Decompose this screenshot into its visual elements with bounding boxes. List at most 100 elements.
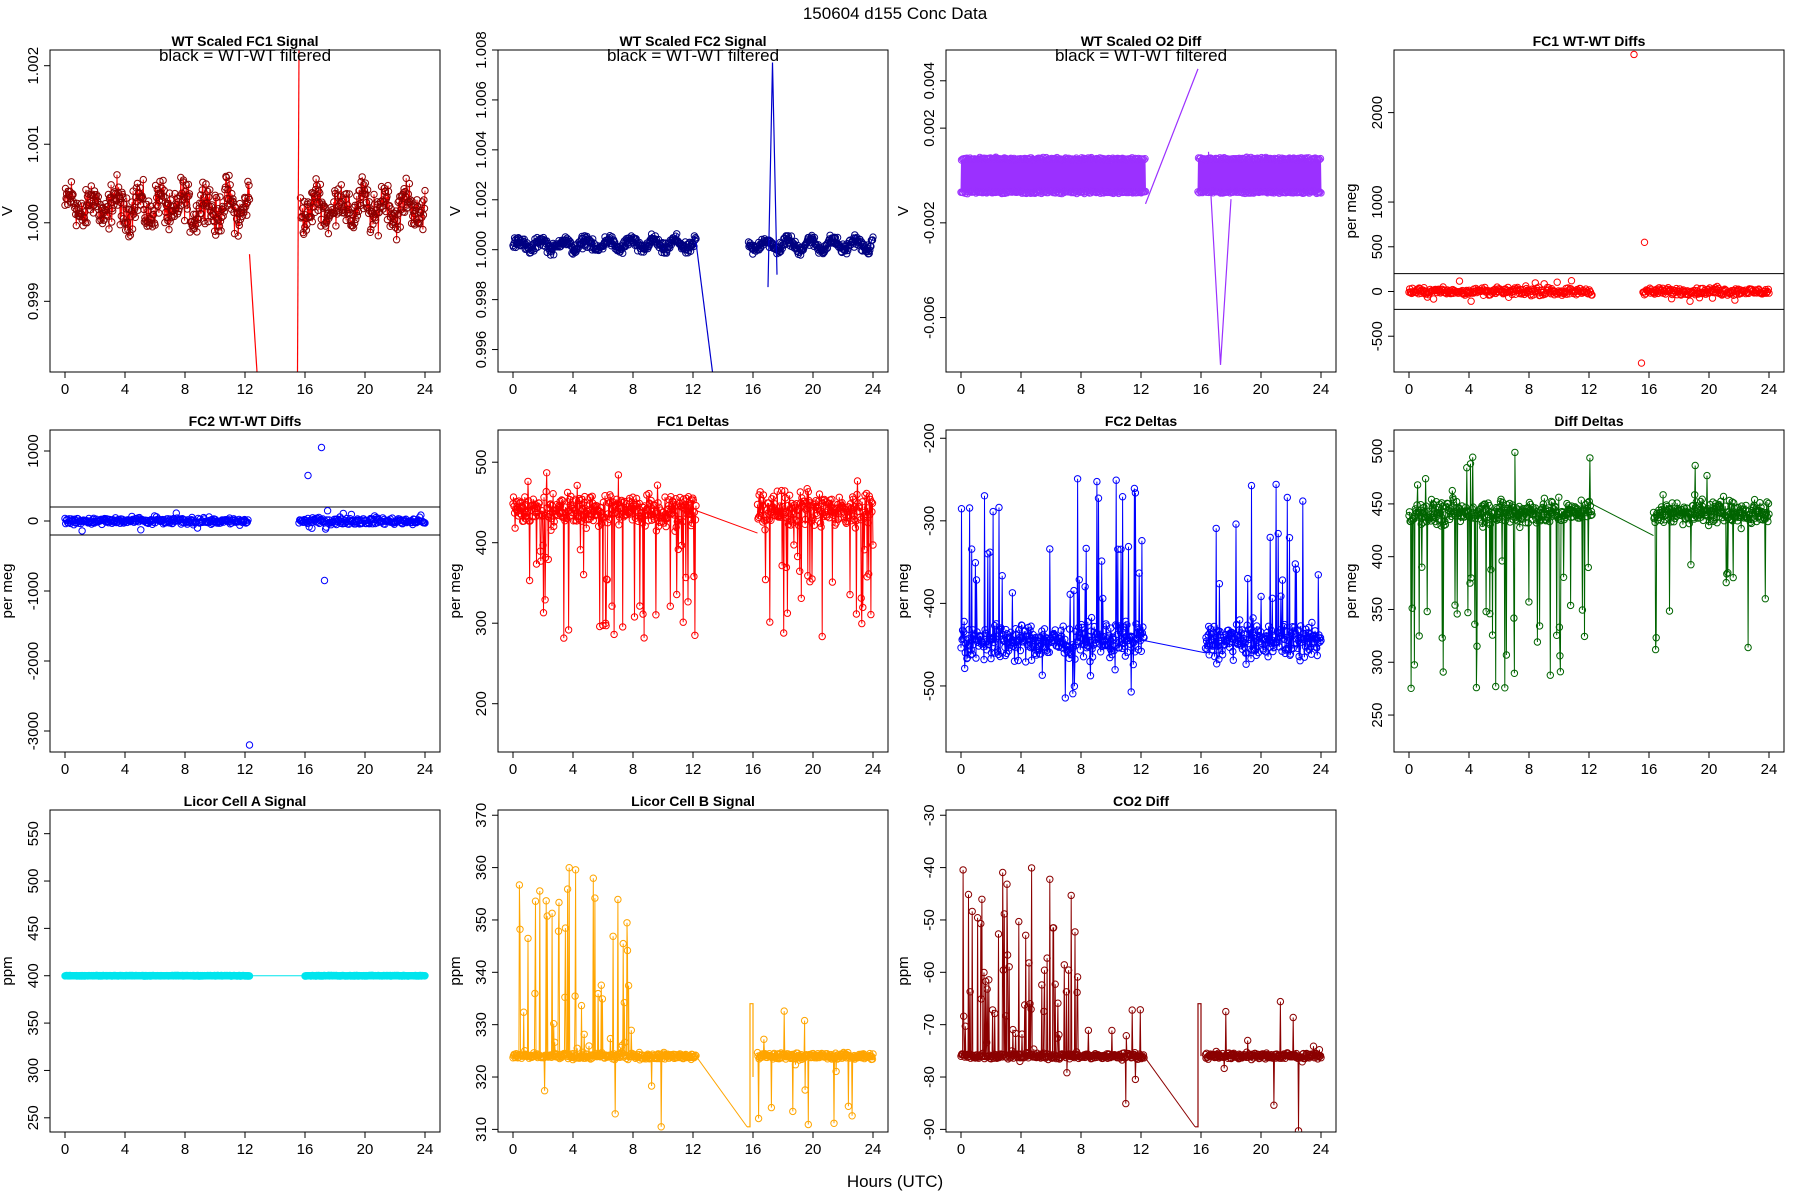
data-point bbox=[1138, 537, 1146, 545]
data-point bbox=[1247, 654, 1255, 663]
data-point bbox=[220, 208, 229, 216]
plot-frame bbox=[49, 49, 441, 373]
data-point bbox=[543, 469, 551, 477]
data-point bbox=[1009, 642, 1018, 650]
data-point bbox=[986, 548, 994, 556]
data-point bbox=[1137, 647, 1146, 655]
data-point bbox=[332, 222, 340, 230]
data-point bbox=[1289, 644, 1297, 653]
data-point bbox=[1540, 494, 1549, 502]
panel-annotation: black = WT-WT filtered bbox=[159, 46, 331, 65]
data-point bbox=[72, 221, 81, 230]
series-line bbox=[695, 242, 714, 372]
data-point bbox=[989, 633, 998, 641]
data-point bbox=[1539, 500, 1548, 508]
plot-area-fc2wt bbox=[50, 443, 440, 749]
y-tick-label: -2000 bbox=[25, 642, 42, 680]
data-point bbox=[1556, 652, 1564, 660]
data-point bbox=[782, 509, 790, 517]
data-point bbox=[866, 246, 874, 254]
data-point bbox=[342, 216, 350, 225]
data-point bbox=[205, 193, 213, 201]
data-point bbox=[625, 494, 634, 503]
data-point bbox=[864, 519, 872, 527]
data-point bbox=[1291, 627, 1299, 635]
data-point bbox=[1038, 671, 1047, 679]
data-point bbox=[1451, 601, 1459, 609]
y-tick-label: 1.004 bbox=[473, 131, 490, 169]
y-axis-label: V bbox=[895, 206, 912, 216]
plot-frame bbox=[497, 429, 889, 753]
data-point bbox=[1297, 622, 1305, 630]
data-point bbox=[690, 572, 698, 581]
data-point bbox=[304, 471, 312, 480]
series-line bbox=[248, 254, 258, 372]
panel-annotation: black = WT-WT filtered bbox=[1055, 46, 1227, 65]
series-line bbox=[695, 510, 758, 534]
data-point bbox=[961, 664, 969, 673]
data-point bbox=[1555, 623, 1564, 631]
data-point bbox=[1467, 574, 1475, 582]
data-point bbox=[1686, 297, 1694, 305]
data-point bbox=[869, 541, 877, 549]
data-point bbox=[853, 490, 861, 499]
data-point bbox=[965, 504, 974, 512]
plot-area-fc1d bbox=[509, 469, 877, 642]
data-point bbox=[546, 500, 555, 508]
data-point bbox=[1316, 188, 1324, 196]
x-tick-label: 24 bbox=[417, 381, 434, 398]
x-tick-label: 0 bbox=[1405, 761, 1413, 778]
data-point bbox=[595, 507, 603, 515]
data-point bbox=[1003, 635, 1012, 643]
data-point bbox=[1464, 290, 1473, 298]
data-point bbox=[1661, 516, 1669, 524]
data-point bbox=[215, 222, 224, 230]
data-point bbox=[1291, 560, 1300, 568]
data-point bbox=[1123, 648, 1132, 656]
data-point bbox=[1718, 291, 1726, 299]
data-point bbox=[796, 567, 804, 575]
data-point bbox=[175, 207, 183, 215]
data-point bbox=[323, 507, 332, 515]
data-point bbox=[374, 232, 382, 240]
data-point bbox=[158, 184, 166, 193]
data-point bbox=[957, 505, 966, 513]
y-tick-label: 500 bbox=[1369, 234, 1386, 259]
data-point bbox=[1277, 592, 1285, 600]
data-point bbox=[1525, 598, 1533, 606]
data-point bbox=[166, 218, 174, 226]
data-point bbox=[1486, 610, 1494, 618]
x-tick-label: 20 bbox=[1701, 761, 1718, 778]
data-point bbox=[1742, 501, 1750, 510]
data-point bbox=[1468, 504, 1476, 513]
data-point bbox=[108, 218, 116, 226]
data-point bbox=[1292, 630, 1300, 638]
data-point bbox=[1238, 626, 1246, 634]
data-point bbox=[126, 231, 135, 240]
x-tick-label: 4 bbox=[569, 761, 577, 778]
data-point bbox=[1075, 576, 1084, 584]
data-point bbox=[120, 200, 128, 209]
data-point bbox=[1139, 623, 1147, 631]
data-point bbox=[1637, 359, 1646, 367]
data-point bbox=[761, 575, 770, 584]
data-point bbox=[1240, 155, 1249, 164]
y-axis-label: per meg bbox=[895, 563, 912, 618]
plot-frame bbox=[497, 49, 889, 373]
data-point bbox=[965, 625, 973, 634]
data-point bbox=[1437, 522, 1445, 530]
data-point bbox=[546, 251, 555, 259]
data-point bbox=[1502, 651, 1511, 659]
data-point bbox=[1059, 622, 1067, 630]
data-point bbox=[421, 186, 429, 195]
data-point bbox=[1241, 639, 1249, 647]
data-point bbox=[1268, 594, 1277, 602]
data-point bbox=[998, 630, 1006, 638]
data-point bbox=[1102, 156, 1111, 164]
data-point bbox=[314, 206, 322, 215]
data-point bbox=[549, 490, 557, 498]
data-point bbox=[1085, 632, 1094, 641]
data-point bbox=[349, 223, 358, 232]
data-point bbox=[765, 515, 773, 523]
data-point bbox=[783, 609, 792, 617]
